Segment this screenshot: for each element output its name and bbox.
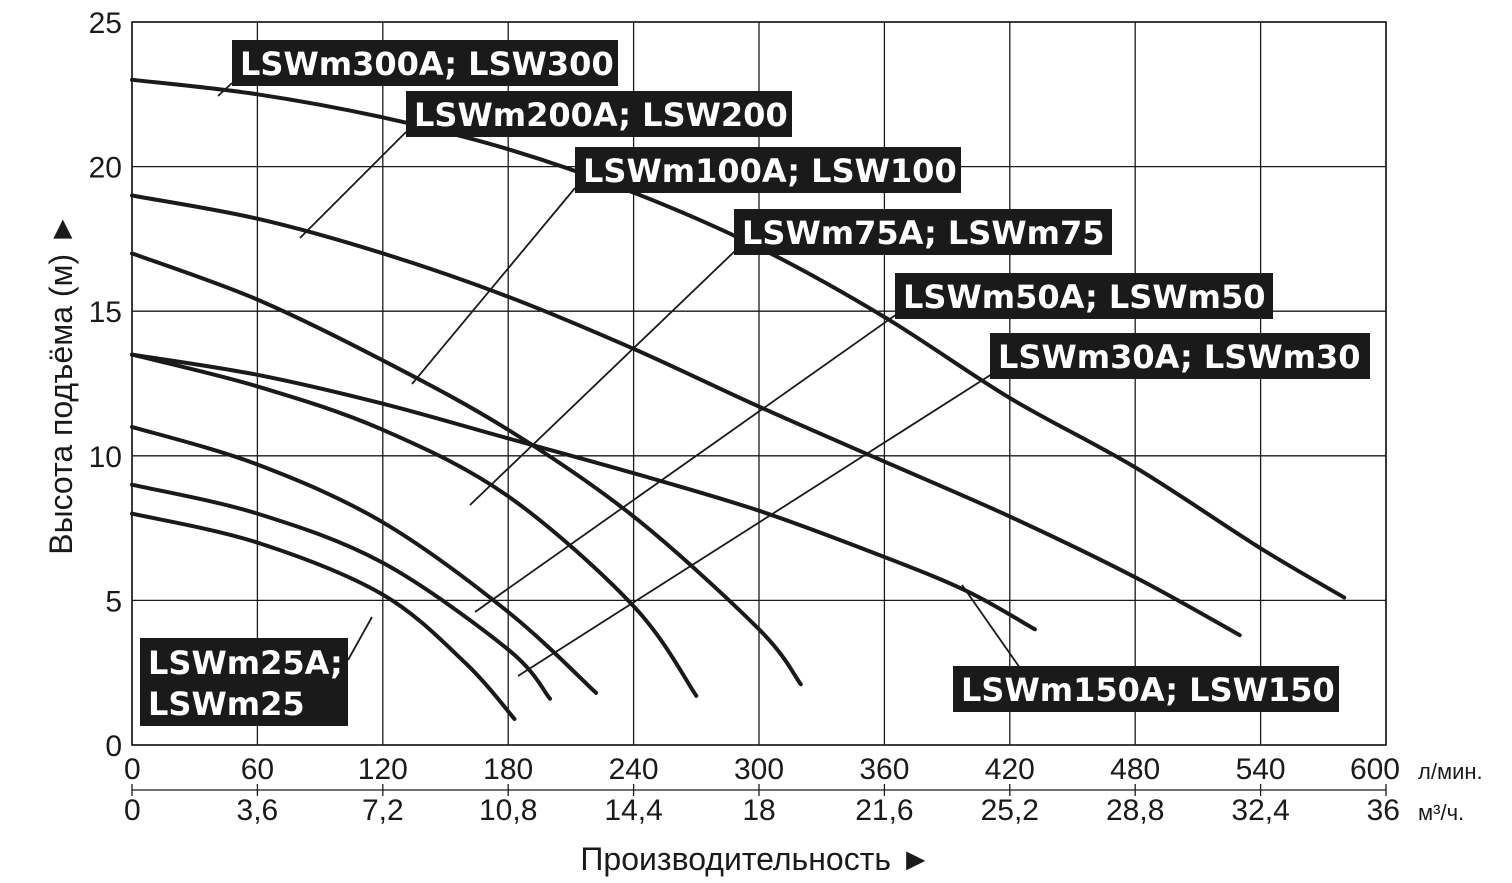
series-label-3: LSWm75A; LSWm75	[742, 214, 1105, 252]
x-tick-label-8: 480	[1110, 753, 1160, 786]
series-curve-6	[130, 482, 552, 701]
leader-line-3-0	[469, 249, 737, 506]
y-tick-label-3: 15	[89, 296, 122, 329]
x2-tick-label-4: 14,4	[604, 794, 662, 827]
series-label-7: LSWm25A;	[148, 644, 343, 682]
leader-line-7-0	[347, 616, 373, 661]
leader-line-6-0	[961, 584, 1021, 669]
series-label-bg-6	[953, 666, 1339, 712]
x-tick-label-0: 0	[124, 753, 141, 786]
x2-tick-label-1: 3,6	[237, 794, 279, 827]
series-label-5: LSWm30A; LSWm30	[998, 338, 1361, 376]
x-unit-label: л/мин.	[1418, 759, 1483, 784]
leader-line-5-0	[517, 373, 993, 677]
x2-tick-label-0: 0	[124, 794, 141, 827]
x2-unit-label: м³/ч.	[1418, 800, 1464, 825]
series-label-1: LSWm200A; LSW200	[414, 96, 788, 134]
leader-line-4-0	[474, 313, 898, 613]
x-tick-label-4: 240	[609, 753, 659, 786]
x-axis-title: Производительность ►	[580, 841, 931, 877]
x2-tick-label-7: 25,2	[981, 794, 1039, 827]
series-curve-4	[130, 352, 1037, 632]
series-label-0: LSWm300A; LSW300	[240, 45, 614, 83]
x-tick-label-5: 300	[734, 753, 784, 786]
series-label-bg-0	[232, 40, 618, 86]
x-tick-label-3: 180	[483, 753, 533, 786]
x-tick-label-2: 120	[358, 753, 408, 786]
x-tick-label-10: 600	[1350, 753, 1400, 786]
series-label-bg-7	[140, 638, 348, 726]
series-label-bg-4	[895, 273, 1273, 319]
series-label-4: LSWm50A; LSWm50	[903, 278, 1266, 316]
curves	[130, 77, 1347, 721]
series-label-bg-2	[575, 147, 961, 193]
x-tick-label-1: 60	[241, 753, 274, 786]
series-curve-7	[130, 511, 517, 721]
series-label-bg-3	[734, 209, 1112, 255]
series-curve-3	[130, 352, 699, 698]
x2-tick-label-5: 18	[742, 794, 775, 827]
series-curve-1	[130, 193, 1242, 638]
plot-frame	[131, 21, 1387, 746]
x2-tick-label-9: 32,4	[1231, 794, 1289, 827]
series-label-6: LSWm150A; LSW150	[961, 671, 1335, 709]
series-labels: LSWm300A; LSW300 LSWm200A; LSW200 LSWm100A…	[140, 40, 1370, 726]
y-tick-label-5: 25	[89, 7, 122, 40]
series-curve-2	[130, 251, 803, 687]
x-tick-label-9: 540	[1236, 753, 1286, 786]
series-curve-5	[130, 424, 598, 695]
x-tick-label-6: 360	[859, 753, 909, 786]
y-tick-label-1: 5	[105, 585, 122, 618]
x2-tick-label-10: 36	[1367, 794, 1400, 827]
y-tick-label-2: 10	[89, 441, 122, 474]
series-label-bg-5	[990, 333, 1370, 379]
leader-line-0-0	[217, 82, 233, 97]
leader-line-1-0	[299, 131, 407, 239]
x2-tick-label-6: 21,6	[855, 794, 913, 827]
y-tick-label-0: 0	[105, 730, 122, 763]
y-tick-label-4: 20	[89, 152, 122, 185]
leader-lines	[217, 82, 1021, 677]
x2-tick-label-2: 7,2	[362, 794, 404, 827]
series-label-7-line2: LSWm25	[148, 685, 305, 723]
leader-line-2-0	[411, 187, 576, 385]
x2-tick-label-3: 10,8	[479, 794, 537, 827]
series-label-2: LSWm100A; LSW100	[583, 152, 957, 190]
x-tick-label-7: 420	[985, 753, 1035, 786]
x2-tick-label-8: 28,8	[1106, 794, 1164, 827]
y-axis-title: Высота подъёма (м) ►	[43, 213, 79, 555]
series-label-bg-1	[406, 91, 792, 137]
